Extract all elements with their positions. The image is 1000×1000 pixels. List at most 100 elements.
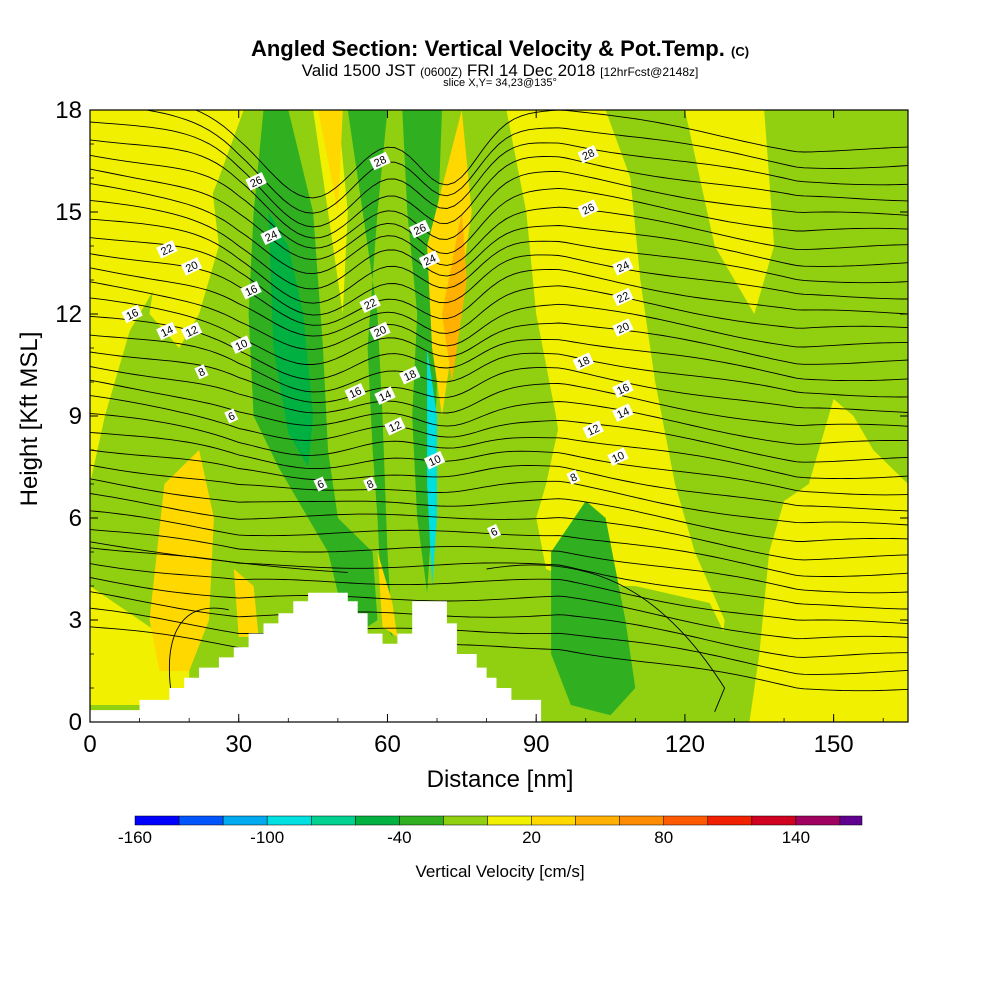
x-tick-label-4: 120	[665, 731, 705, 758]
y-axis-label: Height [Kft MSL]	[16, 331, 43, 507]
colorbar-bin-6	[399, 815, 444, 826]
velocity-region-18	[442, 212, 467, 382]
contour-label-16: 16	[344, 382, 366, 402]
contour-label-6: 10	[230, 335, 252, 354]
contour-label-12: 14	[156, 321, 178, 341]
velocity-region-12	[684, 110, 775, 314]
velocity-region-8	[149, 161, 219, 348]
contour-label-box	[194, 364, 209, 380]
theta-contour-11	[90, 449, 908, 512]
contour-label-text: 14	[615, 405, 631, 421]
colorbar-bin-2	[222, 815, 268, 826]
theta-contour-31	[90, 121, 908, 228]
colorbar-bin-12	[663, 815, 709, 826]
colorbar-bin-14	[751, 815, 797, 826]
velocity-region-13	[149, 450, 214, 671]
contour-label-text: 20	[615, 320, 631, 336]
colorbar-bin-1	[178, 815, 224, 826]
colorbar-bin-13	[707, 815, 753, 826]
contour-label-26: 22	[612, 287, 634, 307]
theta-contour-24	[90, 237, 908, 316]
contour-label-text: 14	[377, 388, 393, 404]
contour-label-text: 22	[159, 242, 175, 258]
contour-label-text: 18	[576, 354, 592, 370]
contour-label-box	[369, 151, 391, 171]
forecast-info: [12hrFcst@2148z]	[600, 65, 699, 79]
contour-label-box	[612, 257, 634, 276]
colorbar-bin-16	[839, 815, 863, 826]
contour-label-box	[607, 447, 629, 467]
contour-label-15: 16	[121, 304, 143, 324]
chart-title-main: Angled Section: Vertical Velocity & Pot.…	[250, 36, 725, 61]
theta-contour-16	[90, 366, 908, 427]
contour-label-text: 10	[234, 337, 250, 353]
colorbar-tick-label-2: -40	[387, 828, 412, 847]
contour-label-14: 14	[612, 403, 634, 422]
theta-contour-6	[90, 529, 908, 594]
contour-label-3: 8	[194, 364, 209, 380]
contour-label-box	[230, 335, 252, 354]
chart-title: Angled Section: Vertical Velocity & Pot.…	[0, 36, 1000, 62]
contour-label-text: 28	[372, 154, 388, 170]
contour-label-text: 22	[362, 297, 378, 313]
velocity-region-1	[605, 110, 908, 722]
contour-label-2: 6	[486, 524, 502, 539]
contour-label-28: 24	[418, 250, 441, 269]
contour-label-box	[577, 144, 599, 164]
theta-contour-0	[90, 626, 908, 692]
y-tick-label-1: 3	[69, 607, 82, 634]
slice-info: slice X,Y= 34,23@135°	[443, 77, 557, 89]
contour-label-text: 12	[184, 324, 200, 340]
contour-label-19: 18	[399, 365, 421, 385]
theta-contour-loop	[168, 607, 229, 712]
contour-label-33: 28	[369, 151, 391, 171]
colorbar-bin-0	[134, 815, 180, 826]
contour-label-25: 22	[359, 294, 381, 314]
x-tick-label-5: 150	[814, 731, 854, 758]
contour-label-text: 12	[586, 422, 602, 438]
theta-contour-3	[90, 577, 908, 640]
contour-label-22: 20	[369, 321, 391, 341]
theta-contour-15	[90, 379, 908, 445]
y-tick-label-3: 9	[69, 403, 82, 430]
contour-label-text: 8	[197, 366, 208, 379]
colorbar-bin-5	[355, 815, 400, 826]
chart-title-suffix: (C)	[731, 44, 750, 59]
theta-contour-25	[90, 218, 908, 304]
contour-label-box	[612, 379, 634, 399]
chart-subtitle: Valid 1500 JST (0600Z) FRI 14 Dec 2018 […	[0, 61, 1000, 81]
theta-contour-4	[90, 563, 908, 625]
colorbar-tick-label-1: -100	[250, 828, 284, 847]
contour-label-17: 16	[240, 280, 262, 300]
contour-label-text: 16	[615, 382, 631, 398]
contour-label-box	[418, 250, 441, 269]
contour-label-4: 8	[363, 476, 378, 492]
contour-label-34: 28	[577, 144, 599, 164]
contour-label-box	[566, 469, 581, 485]
field-layer: 6 6 6 8 8 8 10 10 10 12 12 12 14 14 14 16 16 16 16 18 18 20 20…	[90, 110, 908, 722]
velocity-region-15	[427, 110, 472, 416]
contour-label-10: 12	[384, 416, 406, 436]
y-tick-label-4: 12	[55, 301, 82, 328]
valid-time: Valid 1500 JST	[301, 61, 416, 80]
x-tick-label-1: 30	[225, 731, 252, 758]
velocity-region-3	[347, 110, 393, 637]
contour-label-box	[409, 219, 431, 239]
contour-label-29: 24	[612, 257, 634, 276]
contour-label-30: 26	[245, 172, 267, 191]
theta-contour-26	[90, 199, 908, 290]
colorbar-bin-3	[266, 815, 312, 826]
theta-contour-33	[194, 110, 908, 199]
y-tick-label-6: 18	[55, 97, 82, 124]
contour-label-24: 22	[156, 240, 178, 259]
contour-label-text: 26	[412, 222, 428, 238]
contour-label-box	[260, 226, 282, 246]
contour-label-box	[399, 365, 421, 385]
contour-label-1: 6	[313, 476, 328, 492]
contour-label-box	[156, 321, 178, 341]
theta-contour-right	[486, 564, 726, 712]
contour-label-text: 18	[402, 368, 418, 384]
theta-contour-13	[90, 413, 908, 480]
velocity-region-10	[90, 586, 190, 705]
